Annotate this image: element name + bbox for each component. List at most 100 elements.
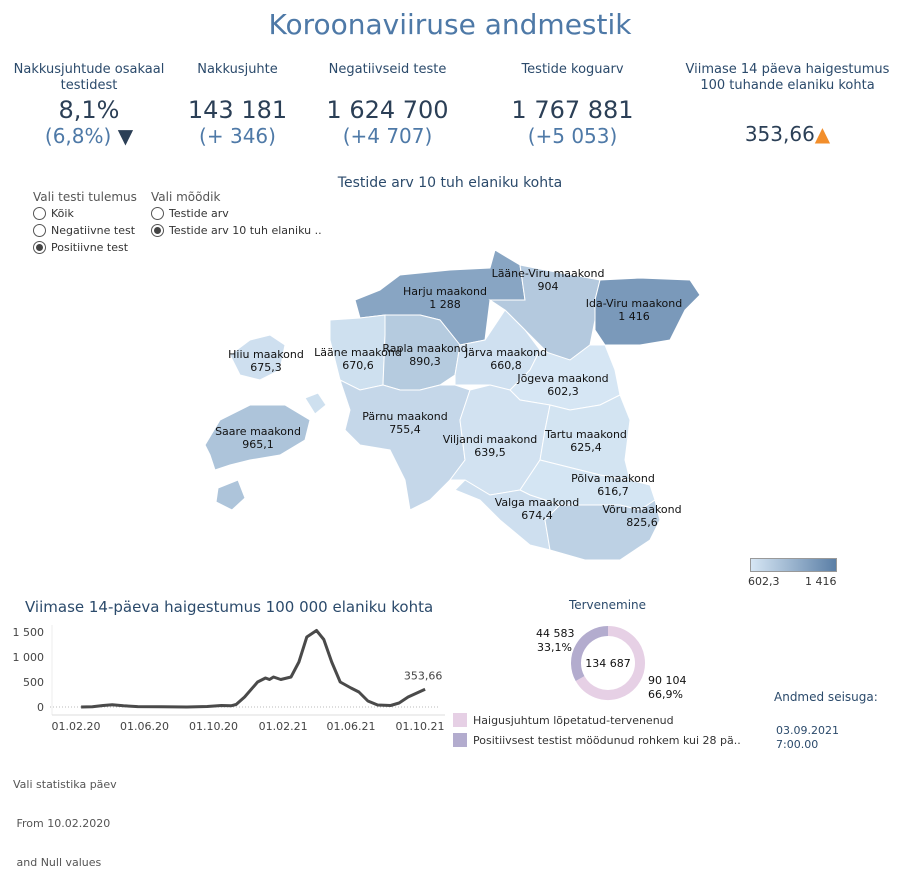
page-title: Koroonaviiruse andmestik [268, 8, 632, 41]
radio-label: Testide arv 10 tuh elaniku .. [169, 224, 322, 237]
radio-label: Kõik [51, 207, 74, 220]
kpi-delta: (+4 707) [342, 124, 433, 148]
y-tick-label: 500 [23, 676, 44, 689]
legend-min: 602,3 [748, 575, 780, 588]
radio-negative[interactable]: Negatiivne test [33, 222, 137, 239]
county-value-label: 670,6 [342, 359, 374, 372]
county-value-label: 1 288 [429, 298, 461, 311]
county-laane-island[interactable] [304, 392, 327, 415]
county-hiiu[interactable] [229, 334, 286, 381]
note-line: and Null values [13, 856, 102, 869]
county-saare-island[interactable] [215, 479, 246, 511]
kpi-value: 1 624 700 [326, 96, 449, 124]
donut-slice[interactable] [571, 626, 609, 682]
county-value-label: 625,4 [570, 441, 602, 454]
x-tick-label: 01.02.21 [259, 720, 308, 733]
legend-label: Haigusjuhtum lõpetatud-tervenenud [473, 713, 674, 727]
radio-selected-icon[interactable] [33, 241, 46, 254]
radio-icon[interactable] [33, 224, 46, 237]
county-value-label: 639,5 [474, 446, 506, 459]
county-name-label: Valga maakond [495, 496, 580, 509]
radio-test-count-per-10k[interactable]: Testide arv 10 tuh elaniku .. [151, 222, 322, 239]
county-name-label: Järva maakond [464, 346, 547, 359]
radio-test-count[interactable]: Testide arv [151, 205, 322, 222]
county-value-label: 616,7 [597, 485, 629, 498]
legend-item[interactable]: Haigusjuhtum lõpetatud-tervenenud [453, 710, 741, 730]
county-value-label: 965,1 [242, 438, 274, 451]
donut-total: 134 687 [585, 657, 631, 670]
county-value-label: 602,3 [547, 385, 579, 398]
county-name-label: Ida-Viru maakond [586, 297, 682, 310]
donut-slice[interactable] [575, 626, 645, 700]
line-chart-title: Viimase 14-päeva haigestumus 100 000 ela… [25, 598, 434, 616]
slice-value-label: 44 583 [536, 627, 575, 640]
donut-legend: Haigusjuhtum lõpetatud-tervenenud Positi… [453, 710, 741, 750]
county-value-label: 890,3 [409, 355, 441, 368]
note-line: From 10.02.2020 [13, 817, 111, 830]
test-result-filter: Vali testi tulemus Kõik Negatiivne test … [33, 190, 137, 256]
x-tick-label: 01.10.21 [396, 720, 445, 733]
county-value-label: 825,6 [626, 516, 658, 529]
county-name-label: Võru maakond [602, 503, 681, 516]
kpi-label: Viimase 14 päeva haigestumus 100 tuhande… [685, 62, 890, 93]
legend-swatch [453, 713, 467, 727]
incidence-line-chart: 0 500 1 000 1 500 01.02.20 01.06.20 01.10.20 01… [13, 625, 445, 733]
radio-selected-icon[interactable] [151, 224, 164, 237]
county-value-label: 674,4 [521, 509, 553, 522]
radio-label: Testide arv [169, 207, 229, 220]
x-tick-label: 01.06.20 [120, 720, 169, 733]
county-name-label: Põlva maakond [571, 472, 655, 485]
kpi-delta: (+ 346) [199, 124, 276, 148]
kpi-value: 1 767 881 [511, 96, 634, 124]
kpi-value: 143 181 [187, 96, 288, 124]
radio-icon[interactable] [151, 207, 164, 220]
kpi-total-tests: Testide koguarv 1 767 881 (+5 053) [490, 62, 655, 148]
triangle-down-icon: ▼ [117, 124, 134, 148]
kpi-cases: Nakkusjuhte 143 181 (+ 346) [160, 62, 315, 148]
note-line: Vali statistika päev [13, 778, 117, 791]
kpi-incidence: Viimase 14 päeva haigestumus 100 tuhande… [675, 62, 900, 146]
county-saare[interactable] [204, 404, 311, 471]
map-title: Testide arv 10 tuh elaniku kohta [337, 175, 563, 191]
y-tick-label: 1 500 [13, 626, 45, 639]
legend-swatch [453, 733, 467, 747]
slice-pct-label: 66,9% [648, 688, 683, 701]
county-ida-viru[interactable] [594, 277, 701, 346]
county-name-label: Tartu maakond [544, 428, 627, 441]
radio-positive[interactable]: Positiivne test [33, 239, 137, 256]
radio-koik[interactable]: Kõik [33, 205, 137, 222]
kpi-value: 8,1% [58, 96, 120, 124]
county-name-label: Jõgeva maakond [516, 372, 608, 385]
as-of-date: 03.09.2021 [776, 724, 839, 737]
kpi-positive-share: Nakkusjuhtude osakaal testidest 8,1% (6,… [0, 62, 178, 148]
triangle-up-icon: ▲ [814, 122, 831, 146]
incidence-line[interactable] [81, 629, 426, 709]
radio-icon[interactable] [33, 207, 46, 220]
kpi-label: Nakkusjuhte [197, 62, 278, 77]
as-of-time: 7:00.00 [776, 738, 819, 751]
county-name-label: Lääne-Viru maakond [492, 267, 605, 280]
radio-label: Positiivne test [51, 241, 129, 254]
county-value-label: 675,3 [250, 361, 282, 374]
donut-title: Tervenemine [568, 598, 647, 612]
slice-value-label: 90 104 [648, 674, 687, 687]
y-tick-label: 0 [37, 701, 44, 714]
date-filter-note: Vali statistika päev From 10.02.2020 and… [13, 752, 117, 882]
filter-label: Vali testi tulemus [33, 190, 137, 204]
county-name-label: Viljandi maakond [443, 433, 538, 446]
legend-max: 1 416 [805, 575, 837, 588]
y-tick-label: 1 000 [13, 651, 45, 664]
kpi-label: Nakkusjuhtude osakaal testidest [13, 62, 165, 93]
as-of-value: 03.09.2021 7:00.00 [776, 724, 839, 752]
legend-item[interactable]: Positiivsest testist möödunud rohkem kui… [453, 730, 741, 750]
county-võru[interactable] [544, 499, 661, 561]
county-name-label: Lääne maakond [314, 346, 402, 359]
kpi-label: Testide koguarv [521, 62, 624, 77]
kpi-delta: (6,8%) [44, 124, 112, 148]
county-name-label: Harju maakond [403, 285, 487, 298]
county-tartu[interactable] [539, 394, 631, 481]
legend-label: Positiivsest testist möödunud rohkem kui… [473, 733, 741, 747]
county-value-label: 660,8 [490, 359, 522, 372]
county-value-label: 904 [538, 280, 559, 293]
